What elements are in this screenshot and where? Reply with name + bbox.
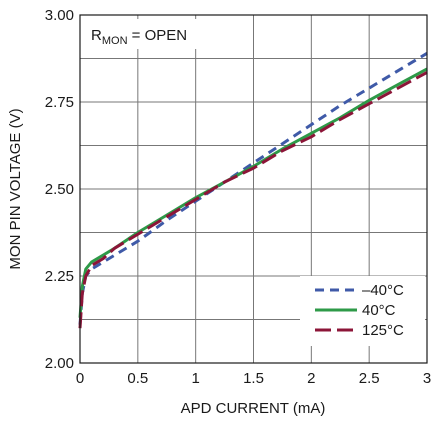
y-tick-label: 3.00 xyxy=(45,7,74,24)
y-tick-label: 2.00 xyxy=(45,355,74,372)
annotation-rest: = OPEN xyxy=(128,27,188,44)
legend: –40°C 40°C 125°C xyxy=(300,276,425,346)
grid xyxy=(80,15,427,363)
annotation-sub: MON xyxy=(102,35,128,47)
x-tick-label: 2.5 xyxy=(359,370,380,387)
y-tick-label: 2.50 xyxy=(45,181,74,198)
y-tick-label: 2.75 xyxy=(45,94,74,111)
x-tick-label: 0 xyxy=(76,370,84,387)
x-tick-label: 1 xyxy=(191,370,199,387)
series-lines xyxy=(78,51,428,329)
x-tick-label: 2 xyxy=(307,370,315,387)
tick-labels: 0 0.5 1 1.5 2 2.5 3 2.00 2.25 2.50 2.75 3.00 xyxy=(45,7,431,387)
plot-frame xyxy=(79,14,428,364)
svg-text:RMON = OPEN: RMON = OPEN xyxy=(91,27,187,47)
y-tick-label: 2.25 xyxy=(45,268,74,285)
series-line-2 xyxy=(78,71,428,329)
legend-label: 40°C xyxy=(362,302,396,319)
y-axis-title: MON PIN VOLTAGE (V) xyxy=(7,108,24,269)
x-tick-label: 3 xyxy=(423,370,431,387)
annotation-main: R xyxy=(91,27,102,44)
legend-label: 125°C xyxy=(362,322,404,339)
annotation-rmon: RMON = OPEN xyxy=(84,19,202,49)
x-tick-label: 0.5 xyxy=(127,370,148,387)
legend-label: –40°C xyxy=(362,282,404,299)
x-axis-title: APD CURRENT (mA) xyxy=(181,400,326,417)
x-tick-label: 1.5 xyxy=(243,370,264,387)
